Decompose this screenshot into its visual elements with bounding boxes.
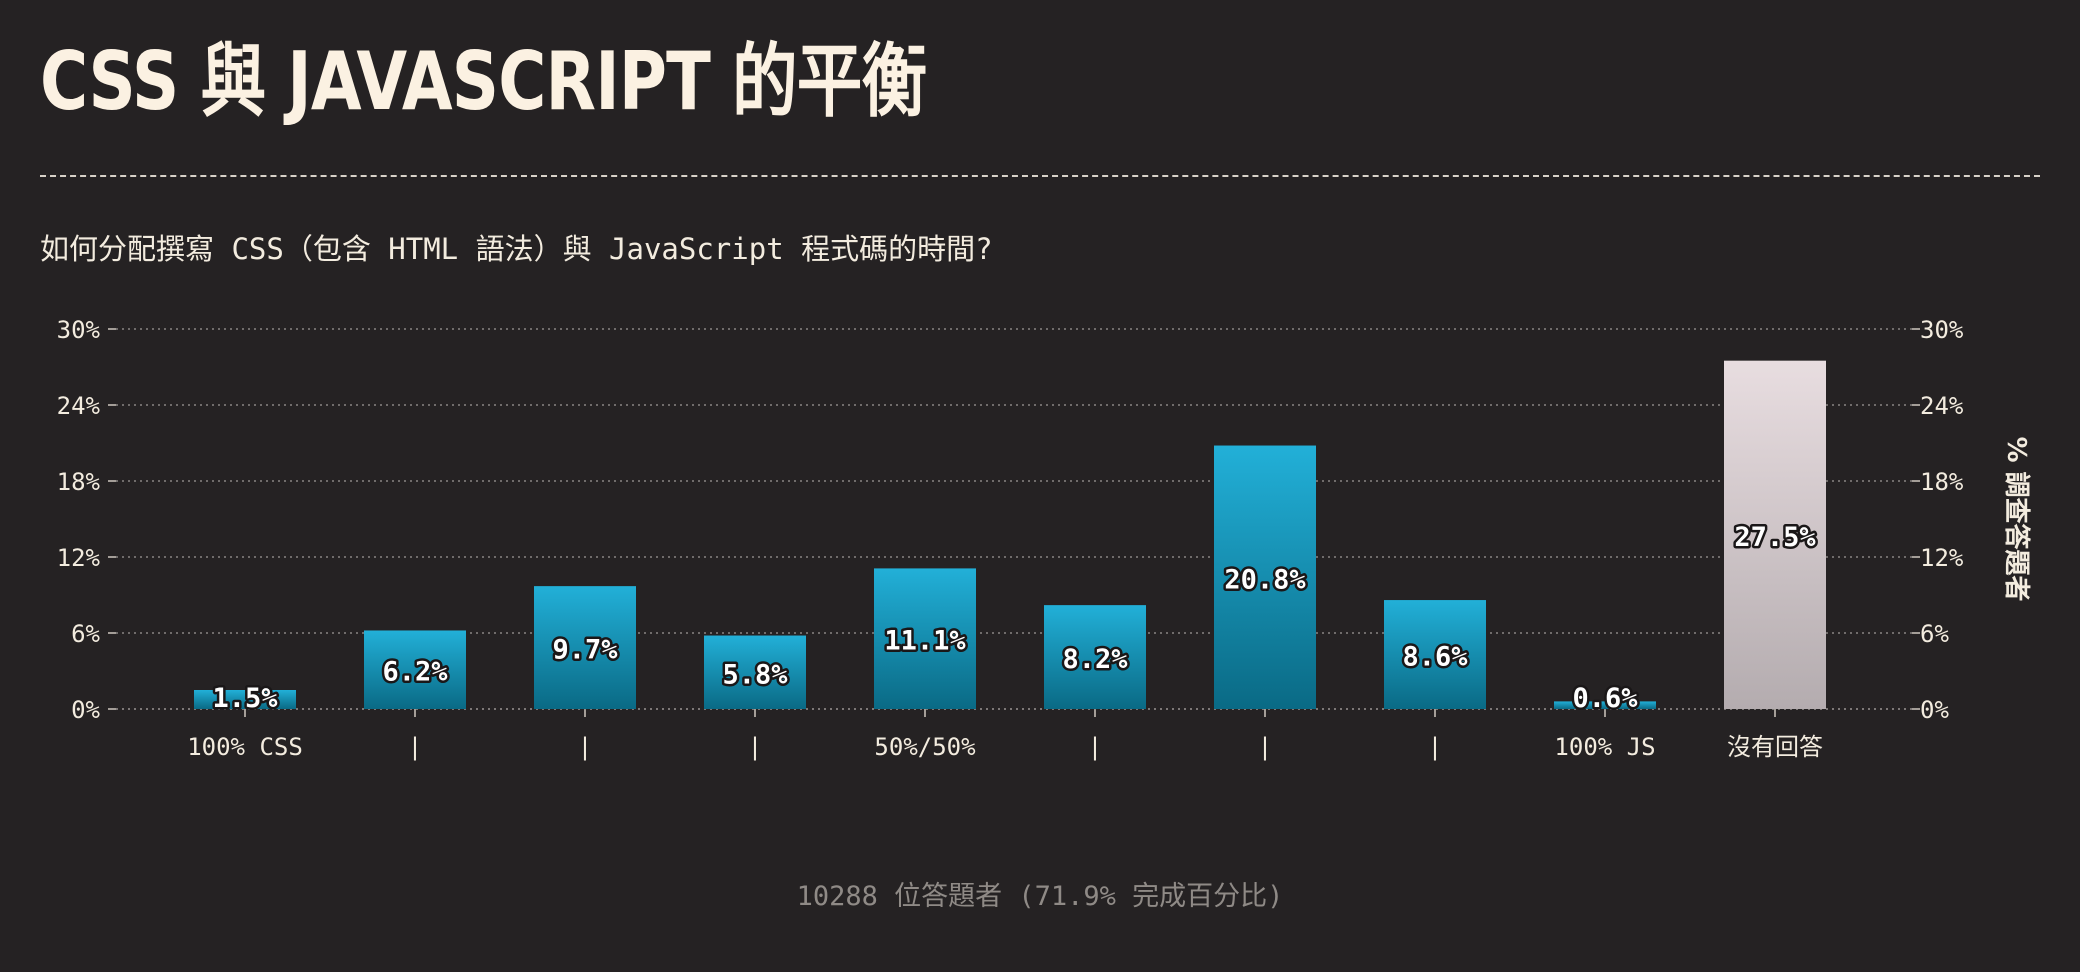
x-tick-label: 沒有回答 <box>1727 733 1823 761</box>
data-label: 6.2% <box>382 657 448 688</box>
x-tick-label: 100% CSS <box>187 733 303 761</box>
x-tick-label: 100% JS <box>1554 733 1655 761</box>
y-tick-label-right: 0% <box>1920 696 1949 724</box>
x-tick-label: | <box>1088 733 1102 761</box>
data-label: 5.8% <box>722 659 788 690</box>
y-tick-label-left: 30% <box>57 316 101 344</box>
data-label: 27.5% <box>1734 522 1816 553</box>
respondent-count: 10288 位答題者 (71.9% 完成百分比) <box>796 881 1284 912</box>
x-tick-label: | <box>1428 733 1442 761</box>
y-tick-label-left: 18% <box>57 468 101 496</box>
data-label: 20.8% <box>1224 564 1306 595</box>
bar <box>1044 605 1146 709</box>
y-tick-label-right: 30% <box>1920 316 1964 344</box>
data-label: 0.6% <box>1572 683 1638 714</box>
bar <box>534 586 636 709</box>
bar <box>1214 445 1316 709</box>
data-label: 8.6% <box>1402 642 1468 673</box>
bar <box>194 690 296 709</box>
bar <box>1554 701 1656 709</box>
bar <box>364 630 466 709</box>
x-tick-label: | <box>578 733 592 761</box>
bar-chart: 0% 0% 6% 6% 12% 12% 18% 18% 24% 24% 30% 30% 100% CSS… <box>57 316 2032 761</box>
y-tick-label-right: 6% <box>1920 620 1949 648</box>
x-tick-label: | <box>748 733 762 761</box>
x-tick-label: | <box>1258 733 1272 761</box>
y-axis-title: % 調查答題者 <box>2001 436 2032 601</box>
y-tick-label-left: 24% <box>57 392 101 420</box>
data-label: 1.5% <box>212 683 278 714</box>
bar <box>1384 600 1486 709</box>
y-tick-label-right: 12% <box>1920 544 1964 572</box>
data-label: 11.1% <box>884 626 966 657</box>
y-tick-label-right: 18% <box>1920 468 1964 496</box>
bar <box>1724 360 1826 709</box>
y-tick-label-right: 24% <box>1920 392 1964 420</box>
chart-subtitle: 如何分配撰寫 CSS（包含 HTML 語法）與 JavaScript 程式碼的時… <box>40 232 993 266</box>
x-tick-label: | <box>408 733 422 761</box>
data-label: 9.7% <box>552 635 618 666</box>
title-divider <box>40 175 2040 177</box>
y-tick-label-left: 0% <box>71 696 100 724</box>
x-tick-label: 50%/50% <box>874 733 976 761</box>
bar <box>704 635 806 709</box>
data-label: 8.2% <box>1062 644 1128 675</box>
y-tick-label-left: 12% <box>57 544 101 572</box>
bar <box>874 568 976 709</box>
y-tick-label-left: 6% <box>71 620 100 648</box>
chart-title: CSS 與 JAVASCRIPT 的平衡 <box>40 35 927 128</box>
